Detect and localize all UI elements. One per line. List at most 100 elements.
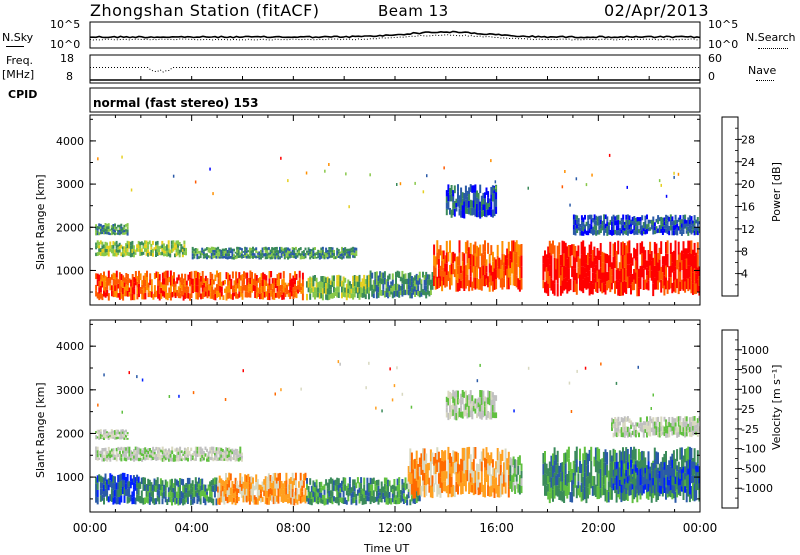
velocity-cell	[582, 453, 585, 466]
velocity-cell	[144, 477, 146, 485]
power-cell	[300, 283, 303, 287]
power-cell	[163, 291, 166, 298]
power-cell	[604, 263, 607, 274]
velocity-cell	[593, 456, 596, 467]
power-cell	[168, 276, 171, 283]
power-cell	[121, 227, 124, 230]
power-cell	[611, 230, 613, 236]
power-cell	[336, 250, 339, 253]
power-cell	[191, 256, 194, 260]
velocity-cell	[314, 497, 316, 502]
velocity-cell	[202, 454, 205, 458]
velocity-cell	[399, 490, 402, 495]
power-cell	[482, 210, 485, 216]
power-cell	[619, 231, 621, 236]
velocity-cell	[626, 432, 629, 438]
velocity-cell	[221, 458, 224, 462]
velocity-cell	[363, 484, 366, 491]
power-cell	[291, 247, 294, 250]
velocity-cell	[199, 454, 202, 458]
power-cell	[201, 284, 204, 292]
velocity-cell	[123, 430, 126, 433]
velocity-cell	[312, 497, 315, 503]
velocity-cell	[482, 390, 485, 398]
velocity-cell	[175, 491, 178, 498]
power-cell	[682, 253, 685, 266]
velocity-cell	[695, 428, 698, 432]
velocity-cell	[99, 429, 102, 432]
power-cell	[273, 277, 276, 286]
velocity-cell	[161, 492, 164, 499]
power-cell	[607, 271, 610, 280]
velocity-cell	[387, 498, 390, 505]
power-cell	[628, 252, 631, 265]
velocity-cell	[298, 481, 301, 488]
power-cell	[118, 246, 121, 250]
power-cell	[228, 256, 231, 259]
power-cell	[233, 248, 235, 252]
velocity-cell	[158, 450, 161, 454]
power-cell	[258, 257, 261, 260]
power-cell	[688, 252, 691, 266]
power-cell	[679, 229, 682, 234]
power-cell	[582, 222, 585, 227]
velocity-cell	[409, 448, 412, 461]
power-cell	[269, 254, 272, 257]
velocity-cell	[158, 447, 161, 451]
power-cell	[193, 256, 196, 259]
power-cell	[95, 245, 98, 250]
power-cell	[141, 284, 144, 290]
power-cell	[645, 275, 648, 283]
power-cell	[268, 271, 271, 279]
nsearch-series	[89, 34, 701, 41]
velocity-cell	[469, 410, 472, 418]
power-cell	[491, 193, 494, 202]
power-cell	[657, 280, 659, 290]
velocity-cell	[287, 484, 289, 490]
velocity-cell	[134, 457, 137, 461]
velocity-cell	[569, 472, 572, 483]
velocity-cell	[641, 484, 644, 496]
velocity-cell	[461, 470, 464, 483]
velocity-cell	[582, 488, 585, 501]
velocity-cell	[315, 497, 318, 504]
velocity-cell	[263, 490, 266, 497]
velocity-cell	[450, 404, 453, 411]
velocity-cell	[460, 399, 463, 406]
power-cell	[263, 279, 266, 286]
velocity-cell	[169, 490, 172, 497]
velocity-cell	[152, 453, 155, 457]
velocity-cell	[469, 473, 472, 483]
velocity-cell	[642, 421, 645, 426]
power-cell	[341, 292, 343, 299]
velocity-cell	[655, 485, 658, 494]
velocity-cell	[593, 485, 596, 496]
power-cell	[487, 203, 490, 210]
velocity-cell	[269, 494, 272, 501]
velocity-cell	[590, 474, 593, 489]
power-cell	[180, 246, 183, 250]
power-cell	[181, 254, 184, 258]
power-scatter-dot	[569, 203, 571, 207]
velocity-cell	[698, 426, 701, 432]
velocity-cell	[449, 453, 451, 464]
velocity-cell	[614, 426, 617, 432]
power-cell	[672, 250, 675, 261]
power-cell	[114, 232, 116, 236]
velocity-cell	[239, 450, 242, 454]
velocity-cell	[164, 485, 167, 491]
power-cell	[480, 278, 483, 291]
power-cell	[285, 252, 288, 256]
velocity-cell	[379, 495, 382, 499]
velocity-cell	[385, 477, 388, 485]
velocity-cell	[137, 495, 140, 502]
power-cell	[674, 219, 677, 225]
velocity-cell	[674, 480, 677, 492]
velocity-cell	[501, 472, 504, 484]
velocity-cell	[623, 483, 626, 490]
velocity-cell	[610, 455, 613, 467]
power-cell	[292, 275, 295, 282]
power-cell	[196, 253, 199, 257]
velocity-cell	[625, 482, 628, 488]
power-cell	[318, 255, 321, 258]
